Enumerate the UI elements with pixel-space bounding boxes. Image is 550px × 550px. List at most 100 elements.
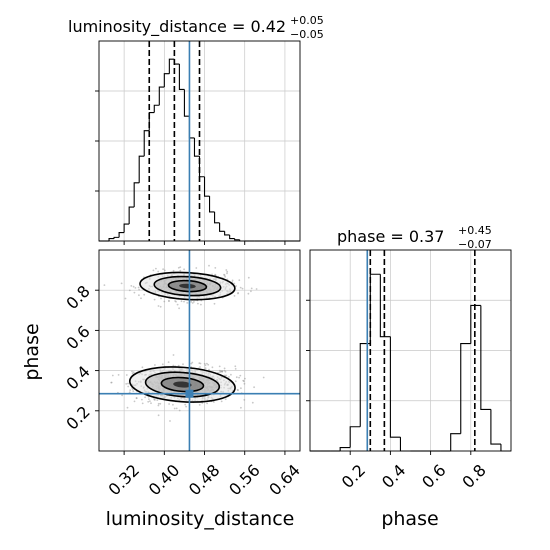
lum-hist-bar-11 [153, 104, 160, 113]
sample-point [172, 354, 175, 356]
sample-point [223, 367, 226, 370]
sample-point [253, 386, 256, 389]
sample-point [235, 285, 238, 287]
sample-point [233, 295, 236, 297]
sample-point [224, 374, 226, 377]
sample-point [239, 374, 242, 377]
sample-point [190, 301, 193, 303]
sample-point [195, 267, 198, 269]
phase-histogram: 0.2 0.4 0.6 0.8 [306, 249, 512, 492]
sample-point [242, 380, 245, 383]
sample-point [132, 390, 135, 392]
sample-point [214, 273, 217, 276]
sample-point [127, 382, 129, 385]
sample-point [200, 303, 202, 306]
lum-hist-bar-23 [214, 211, 220, 224]
sample-point [234, 365, 237, 368]
sample-point [96, 373, 98, 375]
sample-point [149, 400, 151, 402]
sample-point [162, 268, 165, 271]
phase-hist-bar-19 [500, 444, 511, 452]
scatter-y-tick-label-1: 0.4 [62, 362, 93, 393]
lum-hist-bar-21 [203, 176, 210, 197]
sample-point [110, 381, 113, 384]
sample-point [169, 420, 171, 422]
sample-point [141, 402, 144, 405]
sample-point [157, 402, 160, 405]
sample-point [159, 305, 162, 308]
scatter-samples [96, 264, 265, 422]
sample-point [185, 405, 188, 408]
phase-hist-bar-15 [460, 343, 471, 434]
sample-point [140, 297, 142, 300]
sample-point [172, 364, 175, 367]
sample-point [155, 267, 157, 270]
sample-point [157, 414, 160, 417]
sample-point [178, 409, 181, 412]
sample-point [199, 366, 201, 368]
sample-point [174, 300, 177, 302]
scatter-y-tick-label-2: 0.6 [62, 322, 93, 353]
luminosity-distance-histogram [95, 40, 301, 245]
phase-hist-x-tick-label-3: 0.8 [458, 461, 489, 492]
lum-hist-bar-2 [108, 238, 115, 241]
sample-point [223, 274, 226, 277]
sample-point [231, 279, 234, 282]
sample-point [103, 284, 106, 286]
lum-hist-bar-8 [138, 155, 145, 183]
sample-point [208, 264, 210, 267]
sample-point [180, 300, 183, 303]
sample-point [172, 269, 175, 272]
sample-point [244, 377, 246, 380]
sample-point [224, 398, 227, 401]
sample-point [234, 380, 237, 383]
lum-hist-bar-9 [143, 130, 150, 157]
scatter-x-tick-label-1: 0.40 [145, 461, 184, 500]
sample-point [211, 366, 214, 369]
sample-point [204, 367, 207, 369]
sample-point [168, 299, 170, 302]
sample-point [226, 270, 229, 273]
sample-point [159, 402, 162, 405]
sample-point [223, 369, 226, 372]
sample-point [130, 285, 133, 287]
sample-point [178, 307, 181, 310]
sample-point [198, 404, 201, 406]
sample-point [218, 365, 221, 368]
sample-point [234, 368, 237, 370]
sample-point [138, 288, 141, 291]
sample-point [141, 398, 143, 401]
sample-point [233, 282, 236, 285]
lum-hist-bar-25 [224, 231, 230, 236]
sample-point [247, 292, 250, 295]
lum-hist-bar-5 [123, 223, 130, 233]
sample-point [127, 385, 130, 388]
sample-point [132, 285, 135, 288]
sample-point [163, 300, 166, 303]
cluster-1-contour-3 [179, 283, 196, 289]
sample-point [220, 400, 223, 403]
phase-hist-bar-16 [470, 304, 481, 344]
sample-point [186, 302, 189, 304]
sample-point [206, 402, 209, 405]
sample-point [120, 282, 123, 285]
sample-point [157, 305, 160, 307]
phase-hist-x-tick-label-1: 0.4 [378, 461, 409, 492]
sample-point [191, 302, 194, 304]
sample-point [157, 404, 160, 407]
sample-point [153, 398, 156, 401]
sample-point [144, 396, 147, 399]
sample-point [182, 363, 184, 366]
sample-point [262, 376, 265, 379]
scatter-x-tick-label-3: 0.56 [225, 461, 264, 500]
sample-point [168, 403, 171, 405]
sample-point [214, 267, 217, 269]
sample-point [172, 403, 174, 406]
sample-point [121, 394, 123, 397]
title-phase: phase = 0.37 +0.45 −0.07 [337, 224, 492, 251]
sample-point [124, 297, 127, 300]
lum-hist-bar-4 [118, 231, 125, 238]
sample-point [239, 286, 242, 289]
title-lum-plus: +0.05 [290, 14, 324, 27]
